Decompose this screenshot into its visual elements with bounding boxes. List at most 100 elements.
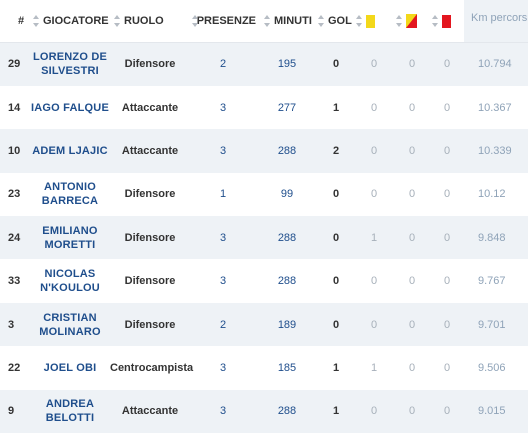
player-name-link[interactable]: JOEL OBI: [30, 346, 110, 390]
red-cards-value: 0: [430, 85, 464, 130]
col-km[interactable]: Km percorsi: [464, 0, 528, 43]
player-number: 24: [0, 216, 30, 260]
player-name-line1: JOEL OBI: [43, 361, 97, 374]
table-row: 33 NICOLAS N'KOULOU Difensore 3 288 0 0 0 0 9.767: [0, 259, 528, 303]
yellow-cards-value: 0: [354, 85, 394, 130]
player-name-link[interactable]: NICOLAS N'KOULOU: [30, 259, 110, 303]
yellow-cards-value: 1: [354, 346, 394, 390]
goals-value: 0: [318, 302, 354, 347]
appearances-value: 3: [190, 216, 256, 260]
minutes-value: 288: [256, 259, 318, 303]
table-row: 22 JOEL OBI Centrocampista 3 185 1 1 0 0 9.506: [0, 346, 528, 390]
player-role: Attaccante: [110, 85, 190, 130]
table-row: 24 EMILIANO MORETTI Difensore 3 288 0 1 0 0 9.848: [0, 216, 528, 260]
double-yellow-value: 0: [394, 42, 430, 86]
col-red-card[interactable]: [430, 0, 464, 43]
goals-value: 0: [318, 259, 354, 303]
yellow-cards-value: 0: [354, 389, 394, 433]
player-name-link[interactable]: ADEM LJAJIC: [30, 129, 110, 173]
yellow-cards-value: 0: [354, 172, 394, 217]
player-name-line2: BELOTTI: [45, 412, 95, 425]
col-number[interactable]: #: [0, 0, 30, 43]
player-name-link[interactable]: CRISTIAN MOLINARO: [30, 302, 110, 347]
player-number: 23: [0, 172, 30, 217]
red-card-icon: [442, 14, 451, 28]
km-value: 9.015: [464, 389, 528, 433]
col-double-yellow-card[interactable]: [394, 0, 430, 43]
double-yellow-value: 0: [394, 389, 430, 433]
col-goals[interactable]: GOL: [318, 0, 354, 43]
sort-icon: [432, 15, 438, 27]
km-value: 10.367: [464, 85, 528, 130]
minutes-value: 99: [256, 172, 318, 217]
red-cards-value: 0: [430, 42, 464, 86]
minutes-value: 288: [256, 389, 318, 433]
appearances-value: 3: [190, 346, 256, 390]
table-row: 10 ADEM LJAJIC Attaccante 3 288 2 0 0 0 10.339: [0, 129, 528, 173]
appearances-value: 3: [190, 389, 256, 433]
minutes-value: 288: [256, 129, 318, 173]
appearances-value: 3: [190, 129, 256, 173]
col-minutes[interactable]: MINUTI: [256, 0, 318, 43]
appearances-value: 1: [190, 172, 256, 217]
table-row: 14 IAGO FALQUE Attaccante 3 277 1 0 0 0 10.367: [0, 85, 528, 130]
col-role[interactable]: RUOLO: [110, 0, 190, 43]
player-name-line1: CRISTIAN: [43, 311, 97, 324]
player-number: 3: [0, 302, 30, 347]
player-name-link[interactable]: LORENZO DE SILVESTRI: [30, 42, 110, 86]
km-value: 9.767: [464, 259, 528, 303]
double-yellow-value: 0: [394, 302, 430, 347]
minutes-value: 288: [256, 216, 318, 260]
col-player[interactable]: GIOCATORE: [30, 0, 110, 43]
km-value: 9.506: [464, 346, 528, 390]
red-cards-value: 0: [430, 302, 464, 347]
col-appearances[interactable]: PRESENZE: [190, 0, 256, 43]
player-name-link[interactable]: ANDREA BELOTTI: [30, 389, 110, 433]
sort-icon: [356, 15, 362, 27]
red-cards-value: 0: [430, 129, 464, 173]
player-name-line2: MOLINARO: [39, 325, 101, 338]
double-yellow-value: 0: [394, 259, 430, 303]
double-yellow-value: 0: [394, 129, 430, 173]
goals-value: 0: [318, 172, 354, 217]
player-number: 10: [0, 129, 30, 173]
table-row: 3 CRISTIAN MOLINARO Difensore 2 189 0 0 0 0 9.701: [0, 302, 528, 347]
double-yellow-value: 0: [394, 172, 430, 217]
double-yellow-value: 0: [394, 216, 430, 260]
red-cards-value: 0: [430, 172, 464, 217]
km-value: 10.12: [464, 172, 528, 217]
table-row: 29 LORENZO DE SILVESTRI Difensore 2 195 0 0 0 0 10…: [0, 42, 528, 86]
sort-icon: [396, 15, 402, 27]
km-value: 10.339: [464, 129, 528, 173]
minutes-value: 185: [256, 346, 318, 390]
player-number: 33: [0, 259, 30, 303]
minutes-value: 189: [256, 302, 318, 347]
player-name-link[interactable]: ANTONIO BARRECA: [30, 172, 110, 217]
player-name-line1: ANTONIO: [44, 181, 96, 194]
player-role: Difensore: [110, 302, 190, 347]
yellow-cards-value: 0: [354, 302, 394, 347]
sort-icon: [114, 15, 120, 27]
col-minutes-label: MINUTI: [274, 15, 312, 27]
col-km-label: Km percorsi: [471, 12, 528, 24]
player-name-link[interactable]: EMILIANO MORETTI: [30, 216, 110, 260]
player-number: 14: [0, 85, 30, 130]
yellow-cards-value: 0: [354, 42, 394, 86]
player-name-line1: ADEM LJAJIC: [32, 144, 108, 157]
col-goals-label: GOL: [328, 15, 352, 27]
player-number: 22: [0, 346, 30, 390]
goals-value: 1: [318, 85, 354, 130]
player-name-line1: LORENZO DE: [32, 51, 108, 64]
player-number: 29: [0, 42, 30, 86]
appearances-value: 2: [190, 42, 256, 86]
red-cards-value: 0: [430, 259, 464, 303]
player-name-line2: BARRECA: [41, 195, 99, 208]
col-yellow-card[interactable]: [354, 0, 394, 43]
table-row: 9 ANDREA BELOTTI Attaccante 3 288 1 0 0 0 9.015: [0, 389, 528, 433]
goals-value: 1: [318, 389, 354, 433]
appearances-value: 2: [190, 302, 256, 347]
player-role: Centrocampista: [110, 346, 193, 390]
goals-value: 2: [318, 129, 354, 173]
player-name-link[interactable]: IAGO FALQUE: [30, 85, 110, 130]
